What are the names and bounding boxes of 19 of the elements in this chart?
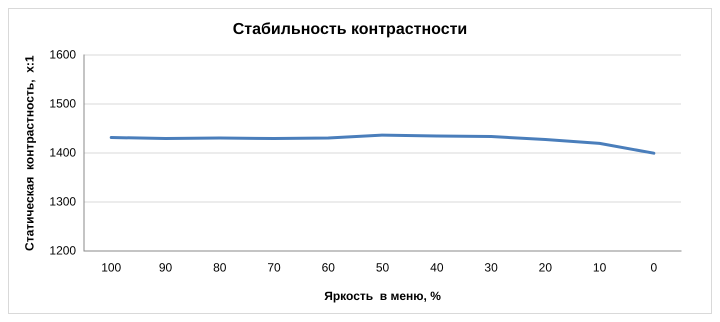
x-tick-label: 70 — [267, 260, 282, 275]
x-tick-label: 60 — [322, 260, 336, 275]
y-tick-label: 1300 — [49, 194, 76, 209]
x-tick-label: 90 — [158, 260, 172, 275]
x-tick-label: 0 — [650, 260, 658, 275]
y-tick-label: 1200 — [49, 244, 76, 258]
x-tick-label: 20 — [538, 260, 552, 275]
y-tick-label: 1400 — [49, 146, 76, 160]
y-tick-label: 1500 — [49, 96, 76, 111]
x-tick-label: 30 — [484, 260, 498, 275]
chart-title: Стабильность контрастности — [232, 21, 468, 38]
x-tick-label: 40 — [430, 260, 444, 275]
y-axis-title: Статическая контрастность, x:1 — [22, 55, 37, 251]
x-tick-label: 50 — [376, 260, 390, 275]
x-axis-title: Яркость в меню, % — [324, 289, 442, 304]
y-tick-label: 1600 — [49, 48, 76, 62]
x-tick-label: 10 — [592, 260, 607, 275]
x-tick-label: 80 — [213, 260, 227, 275]
x-tick-label: 100 — [101, 260, 122, 275]
